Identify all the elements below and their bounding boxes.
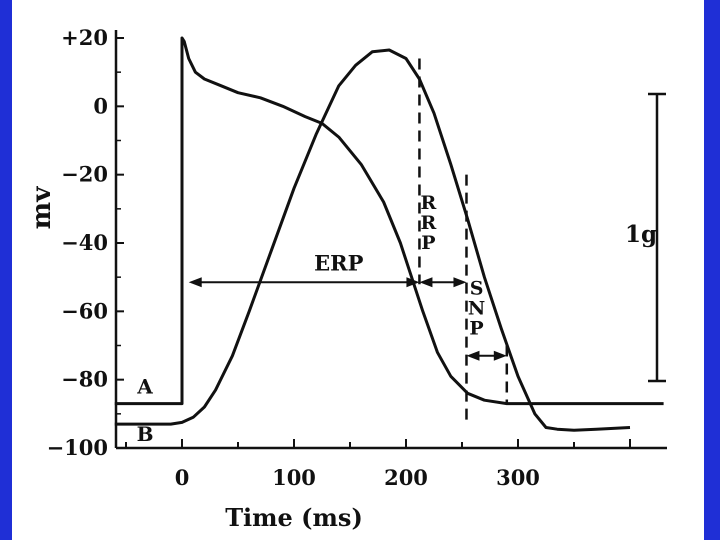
border-accent-bar xyxy=(704,290,720,540)
rrp-label-letter: R xyxy=(421,212,437,234)
rrp-arrow-head-left xyxy=(419,277,433,288)
snp-arrow-head-right xyxy=(493,350,507,361)
snp-label-letter: P xyxy=(469,317,483,339)
series-lines xyxy=(114,36,664,432)
y-tick-label: −100 xyxy=(47,435,108,460)
rrp-label-letter: R xyxy=(421,192,437,214)
x-tick-label: 100 xyxy=(272,465,316,490)
y-axis-label: mv xyxy=(27,186,57,230)
erp-arrow-head-left xyxy=(188,277,202,288)
series-label-a: A xyxy=(136,374,153,398)
x-tick-label: 0 xyxy=(175,465,190,490)
x-axis-label: Time (ms) xyxy=(225,503,363,532)
chart-slide: +20 0 −20 −40 −60 −80 −100 0 100 200 300 A B ERP R R P S… xyxy=(12,0,704,540)
series-label-b: B xyxy=(137,422,154,446)
snp-label-letter: S xyxy=(470,277,484,299)
snp-arrow-head-left xyxy=(466,350,480,361)
y-tick-label: −80 xyxy=(61,367,108,392)
rrp-arrow-head-right xyxy=(453,277,467,288)
rrp-label-letter: P xyxy=(421,232,435,254)
y-tick-label: −40 xyxy=(61,230,108,255)
x-tick-label: 200 xyxy=(384,465,428,490)
series-line-a xyxy=(114,36,664,406)
series-line-b xyxy=(114,48,631,432)
y-tick-label: 0 xyxy=(93,93,108,118)
erp-label: ERP xyxy=(314,250,363,275)
y-tick-label: −20 xyxy=(61,162,108,187)
y-tick-label: −60 xyxy=(61,298,108,323)
scale-bar-label: 1g xyxy=(625,221,657,248)
x-tick-label: 300 xyxy=(496,465,540,490)
tick-labels: +20 0 −20 −40 −60 −80 −100 0 100 200 300 xyxy=(47,25,540,490)
axes xyxy=(114,30,667,450)
y-tick-label: +20 xyxy=(61,25,108,50)
snp-label-letter: N xyxy=(468,297,485,319)
erp-arrow-head-right xyxy=(406,277,420,288)
